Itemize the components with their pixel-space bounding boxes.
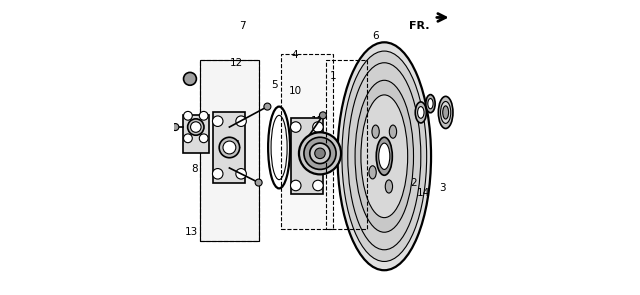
- Text: 11: 11: [228, 140, 242, 150]
- Bar: [326, 60, 367, 229]
- Circle shape: [299, 132, 341, 174]
- Ellipse shape: [443, 106, 449, 119]
- Circle shape: [255, 179, 262, 186]
- Circle shape: [184, 112, 192, 120]
- Circle shape: [191, 122, 201, 132]
- Ellipse shape: [355, 80, 413, 232]
- Circle shape: [199, 134, 208, 143]
- Circle shape: [315, 148, 325, 159]
- Circle shape: [212, 168, 223, 179]
- Bar: [213, 112, 246, 183]
- Circle shape: [199, 112, 208, 120]
- Bar: [182, 115, 209, 153]
- Ellipse shape: [369, 166, 376, 179]
- Circle shape: [313, 180, 323, 191]
- Bar: [291, 118, 323, 194]
- Circle shape: [264, 103, 271, 110]
- Circle shape: [212, 116, 223, 127]
- Text: 15: 15: [310, 116, 324, 126]
- Bar: [200, 60, 259, 241]
- Ellipse shape: [389, 125, 397, 138]
- Circle shape: [310, 143, 330, 163]
- Text: 10: 10: [289, 86, 301, 96]
- Text: 14: 14: [417, 188, 430, 198]
- Circle shape: [172, 124, 179, 131]
- Ellipse shape: [415, 102, 426, 123]
- Circle shape: [304, 137, 336, 169]
- Text: 2: 2: [410, 178, 417, 188]
- Text: FR.: FR.: [409, 21, 429, 31]
- Circle shape: [291, 122, 301, 132]
- Text: 7: 7: [239, 21, 246, 31]
- Ellipse shape: [385, 180, 392, 193]
- Ellipse shape: [372, 125, 380, 138]
- Circle shape: [313, 122, 323, 132]
- Ellipse shape: [440, 101, 451, 123]
- Circle shape: [291, 180, 301, 191]
- Ellipse shape: [428, 99, 433, 109]
- Text: 9: 9: [298, 181, 304, 191]
- Ellipse shape: [438, 96, 453, 129]
- Text: 5: 5: [271, 80, 278, 90]
- Bar: [280, 54, 333, 229]
- Ellipse shape: [337, 42, 431, 270]
- Bar: [200, 60, 259, 241]
- Text: 12: 12: [230, 58, 243, 68]
- Text: 8: 8: [191, 164, 198, 174]
- Text: 13: 13: [185, 227, 198, 237]
- Circle shape: [184, 72, 196, 85]
- Circle shape: [219, 137, 239, 158]
- Circle shape: [236, 116, 246, 127]
- Text: 3: 3: [440, 183, 446, 194]
- Text: 6: 6: [372, 32, 379, 42]
- Text: 1: 1: [330, 71, 337, 81]
- Ellipse shape: [342, 51, 427, 261]
- Ellipse shape: [426, 95, 435, 113]
- Text: 4: 4: [292, 50, 298, 60]
- Circle shape: [188, 119, 204, 135]
- Circle shape: [319, 112, 326, 119]
- Circle shape: [236, 168, 246, 179]
- Ellipse shape: [376, 137, 392, 175]
- Ellipse shape: [379, 143, 390, 169]
- Circle shape: [184, 134, 192, 143]
- Ellipse shape: [361, 95, 408, 218]
- Circle shape: [223, 141, 236, 154]
- Ellipse shape: [418, 106, 424, 118]
